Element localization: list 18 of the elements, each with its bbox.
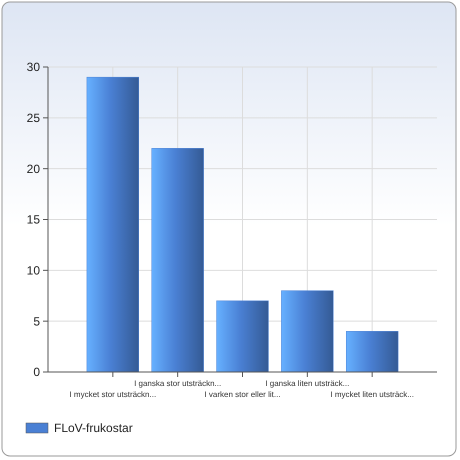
y-tick-label: 30	[26, 60, 40, 74]
bar	[216, 300, 269, 372]
bar	[281, 290, 334, 372]
y-tick-label: 10	[26, 264, 40, 278]
y-tick-label: 0	[33, 365, 40, 380]
bar	[151, 148, 204, 372]
y-tick-label: 25	[26, 111, 40, 126]
x-tick-label: I varken stor eller lit...	[204, 390, 281, 399]
x-tick-label: I mycket liten utsträck...	[330, 390, 414, 399]
y-tick-label: 5	[33, 314, 40, 328]
x-tick-label: I mycket stor utsträckn...	[69, 390, 156, 399]
x-tick-label: I ganska stor utsträckn...	[134, 379, 222, 388]
y-tick-label: 20	[26, 162, 40, 176]
x-tick-label: I ganska liten utsträck...	[265, 379, 350, 388]
bar	[346, 331, 398, 372]
legend-label: FLoV-frukostar	[54, 421, 133, 436]
y-tick-label: 15	[26, 212, 40, 227]
bar	[86, 76, 140, 372]
